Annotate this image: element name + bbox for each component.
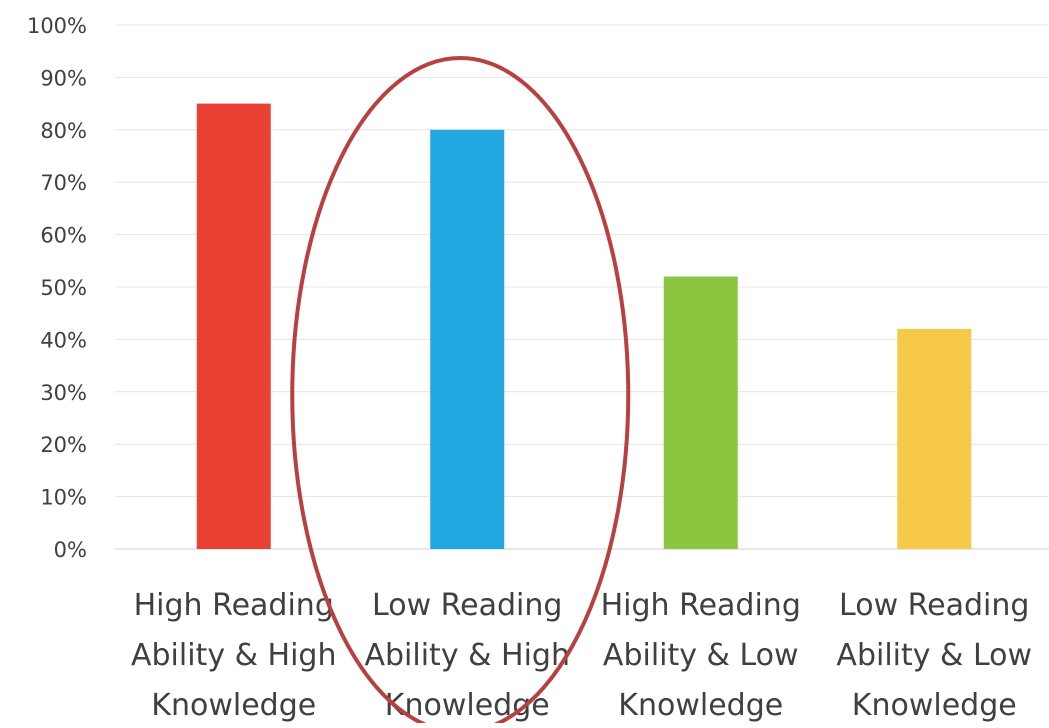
- y-axis-tick-labels: 0% 10% 20% 30% 40% 50% 60% 70% 80% 90% 100%: [27, 14, 87, 562]
- x-tick-label-line: Ability & High: [364, 638, 570, 673]
- y-tick-label: 10%: [40, 486, 87, 510]
- x-tick-label-line: Low Reading: [372, 588, 562, 623]
- y-tick-label: 0%: [54, 538, 87, 562]
- x-tick-label-line: Ability & Low: [603, 638, 799, 673]
- bar: [196, 103, 271, 549]
- y-tick-label: 20%: [40, 433, 87, 457]
- highlight-annotation: [290, 56, 631, 728]
- y-tick-label: 40%: [40, 328, 87, 352]
- y-tick-label: 100%: [27, 14, 87, 38]
- x-tick-label-line: Knowledge: [618, 688, 783, 723]
- bars: [196, 103, 972, 550]
- x-tick-label: Low Reading Ability & Low Knowledge: [836, 588, 1032, 723]
- x-tick-label: High Reading Ability & Low Knowledge: [601, 588, 801, 723]
- x-tick-label-line: Knowledge: [151, 688, 316, 723]
- y-tick-label: 70%: [40, 171, 87, 195]
- y-tick-label: 60%: [40, 224, 87, 248]
- y-tick-label: 50%: [40, 276, 87, 300]
- bar: [897, 328, 972, 549]
- x-tick-label-line: Ability & High: [131, 638, 337, 673]
- x-tick-label: High Reading Ability & High Knowledge: [131, 588, 337, 723]
- y-tick-label: 90%: [40, 66, 87, 90]
- x-tick-label: Low Reading Ability & High Knowledge: [364, 588, 570, 723]
- x-tick-label-line: High Reading: [601, 588, 801, 623]
- x-tick-label-line: High Reading: [134, 588, 334, 623]
- y-tick-label: 30%: [40, 381, 87, 405]
- x-tick-label-line: Low Reading: [839, 588, 1029, 623]
- bar: [663, 276, 738, 549]
- x-tick-label-line: Knowledge: [852, 688, 1017, 723]
- y-tick-label: 80%: [40, 119, 87, 143]
- highlight-ellipse: [290, 56, 631, 728]
- bar: [430, 129, 505, 550]
- x-tick-label-line: Ability & Low: [836, 638, 1032, 673]
